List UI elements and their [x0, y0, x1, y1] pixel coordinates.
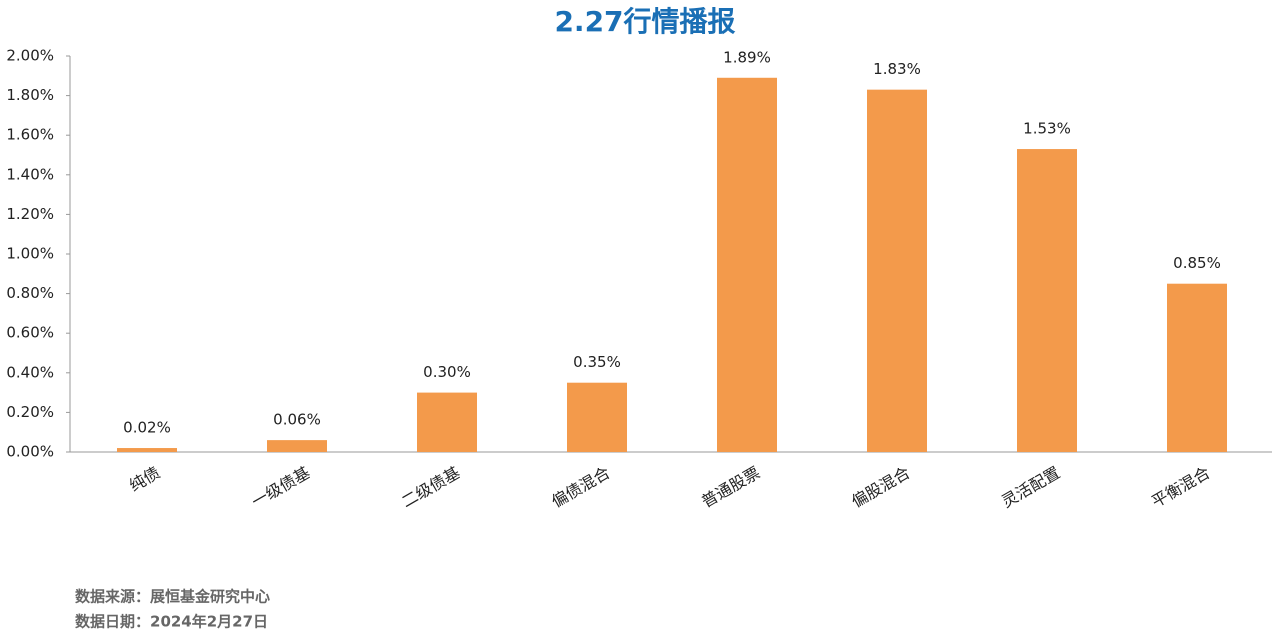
data-label: 0.35% — [573, 353, 621, 371]
x-tick-label: 一级债基 — [248, 463, 313, 511]
source-note: 数据来源：展恒基金研究中心 — [75, 588, 270, 606]
y-tick-label: 0.00% — [6, 443, 54, 461]
y-tick-label: 0.40% — [6, 363, 54, 381]
bar — [867, 89, 927, 452]
bar — [567, 382, 627, 452]
x-tick-label: 纯债 — [126, 463, 163, 495]
x-tick-label: 灵活配置 — [998, 463, 1063, 511]
y-tick-label: 1.40% — [6, 165, 54, 183]
y-tick-label: 2.00% — [6, 47, 54, 65]
date-note: 数据日期：2024年2月27日 — [75, 613, 268, 631]
bar — [1017, 149, 1077, 452]
x-tick-label: 普通股票 — [698, 463, 763, 511]
y-tick-label: 0.80% — [6, 284, 54, 302]
y-tick-label: 0.60% — [6, 324, 54, 342]
y-tick-label: 1.80% — [6, 86, 54, 104]
x-tick-label: 二级债基 — [398, 463, 463, 511]
x-tick-label: 偏债混合 — [548, 463, 613, 511]
data-label: 0.06% — [273, 411, 321, 429]
bar — [117, 448, 177, 452]
data-label: 1.89% — [723, 48, 771, 66]
x-tick-label: 平衡混合 — [1148, 463, 1213, 511]
bar — [267, 440, 327, 452]
y-tick-label: 1.60% — [6, 126, 54, 144]
data-label: 0.85% — [1173, 254, 1221, 272]
bar — [417, 392, 477, 452]
bar — [717, 77, 777, 452]
y-tick-label: 0.20% — [6, 403, 54, 421]
data-label: 1.83% — [873, 60, 921, 78]
data-label: 0.02% — [123, 419, 171, 437]
data-label: 0.30% — [423, 363, 471, 381]
x-tick-label: 偏股混合 — [848, 463, 913, 511]
y-tick-label: 1.20% — [6, 205, 54, 223]
y-tick-label: 1.00% — [6, 245, 54, 263]
chart-title: 2.27行情播报 — [554, 5, 735, 38]
bar — [1167, 283, 1227, 452]
data-label: 1.53% — [1023, 120, 1071, 138]
